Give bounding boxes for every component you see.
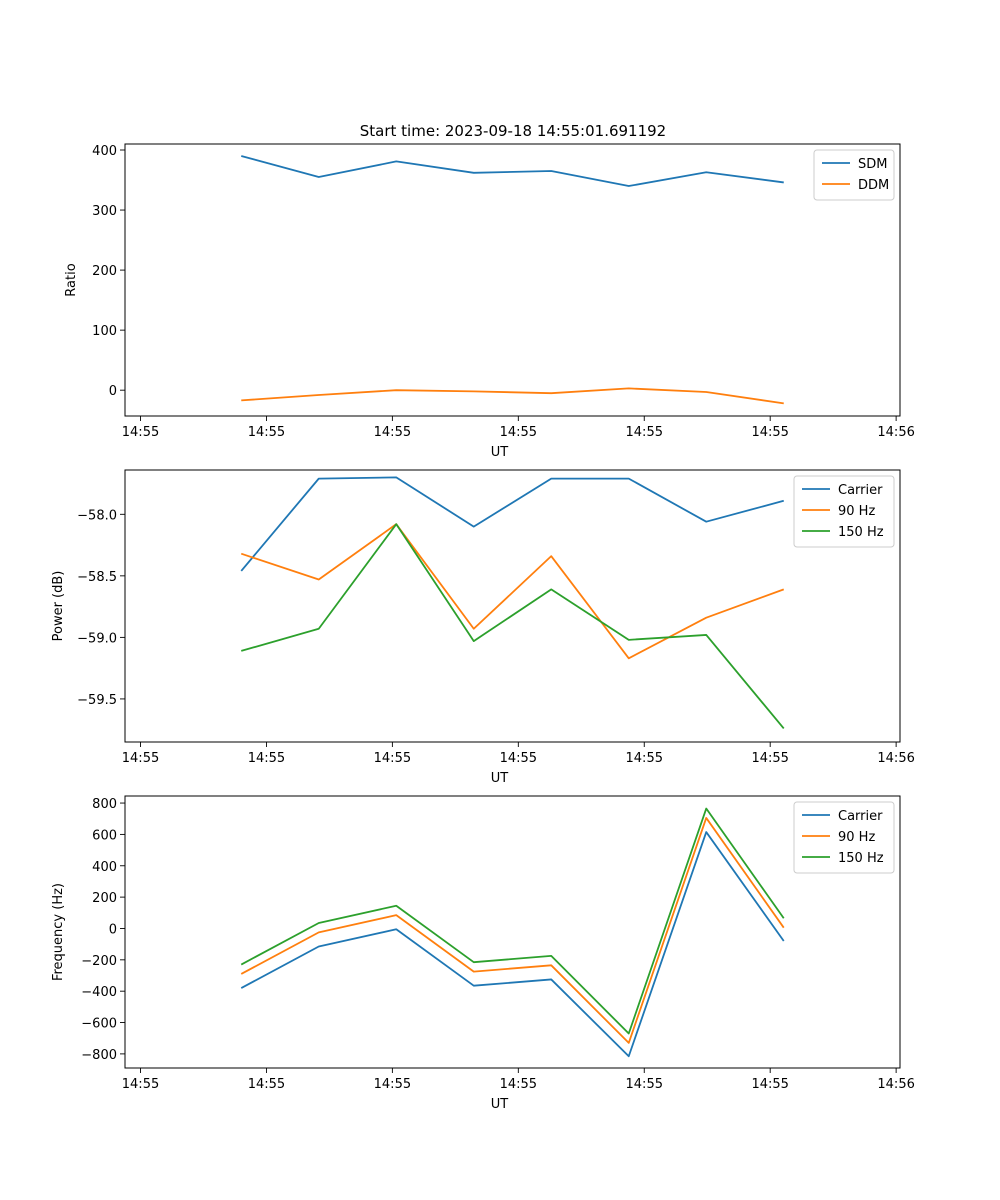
x-axis-label: UT — [491, 1097, 509, 1112]
x-tick-label: 14:55 — [751, 1077, 788, 1092]
y-tick-label: −59.5 — [77, 693, 117, 708]
axes-frame — [124, 469, 901, 743]
legend-label: 150 Hz — [838, 851, 884, 866]
y-tick-label: 200 — [92, 891, 117, 906]
x-tick-label: 14:55 — [500, 751, 537, 766]
y-axis-label: Frequency (Hz) — [51, 883, 66, 981]
y-tick-label: −600 — [81, 1017, 117, 1032]
y-tick-label: 800 — [92, 797, 117, 812]
legend: Carrier 90 Hz 150 Hz — [793, 801, 895, 874]
x-tick-label: 14:55 — [626, 751, 663, 766]
y-tick-label: 200 — [92, 264, 117, 279]
x-tick-label: 14:55 — [500, 1077, 537, 1092]
legend-box — [793, 475, 895, 548]
legend-label: 90 Hz — [838, 830, 875, 845]
plot-area — [125, 144, 900, 416]
series-line-sdm — [241, 155, 784, 187]
x-tick-label: 14:56 — [877, 1077, 914, 1092]
y-tick-label: −58.0 — [77, 508, 117, 523]
x-tick-label: 14:55 — [626, 1077, 663, 1092]
legend-label: DDM — [858, 178, 889, 193]
y-axis-label: Ratio — [64, 263, 79, 296]
y-tick-label: 0 — [109, 384, 117, 399]
y-tick-label: −400 — [81, 985, 117, 1000]
x-axis-label: UT — [491, 771, 509, 786]
series-line-carrier — [240, 831, 785, 1058]
x-tick-label: 14:55 — [122, 751, 159, 766]
legend-label: 150 Hz — [838, 525, 884, 540]
legend-label: Carrier — [838, 483, 883, 498]
y-tick-label: −58.5 — [77, 570, 117, 585]
y-axis-label: Power (dB) — [51, 571, 66, 642]
y-tick-label: −200 — [81, 954, 117, 969]
x-tick-label: 14:55 — [374, 751, 411, 766]
axes-frame — [124, 143, 901, 417]
legend-box — [793, 801, 895, 874]
x-tick-label: 14:55 — [374, 425, 411, 440]
legend-label: SDM — [858, 157, 887, 172]
series-line-90-hz — [240, 523, 785, 660]
y-tick-label: 400 — [92, 144, 117, 159]
chart-panel-2: 14:55 14:55 14:55 14:55 14:55 14:55 14:56 −58.0… — [51, 469, 915, 786]
y-tick-label: 300 — [92, 204, 117, 219]
series-line-150-hz — [240, 807, 785, 1035]
y-tick-label: −800 — [81, 1048, 117, 1063]
series-line-150-hz — [241, 523, 785, 730]
legend-label: Carrier — [838, 809, 883, 824]
x-tick-label: 14:55 — [248, 1077, 285, 1092]
x-tick-label: 14:55 — [626, 425, 663, 440]
y-tick-label: −59.0 — [77, 631, 117, 646]
y-tick-label: 0 — [109, 922, 117, 937]
series-line-ddm — [241, 387, 784, 405]
x-tick-label: 14:55 — [248, 751, 285, 766]
x-tick-label: 14:55 — [751, 425, 788, 440]
x-tick-label: 14:55 — [248, 425, 285, 440]
series-line-90-hz — [240, 817, 785, 1044]
figure-title: Start time: 2023-09-18 14:55:01.691192 — [360, 122, 666, 140]
legend-label: 90 Hz — [838, 504, 875, 519]
x-tick-label: 14:56 — [877, 751, 914, 766]
axes-frame — [124, 795, 901, 1069]
y-tick-label: 600 — [92, 828, 117, 843]
legend: SDM DDM — [813, 149, 895, 201]
x-tick-label: 14:56 — [877, 425, 914, 440]
x-tick-label: 14:55 — [122, 1077, 159, 1092]
chart-panel-3: 14:55 14:55 14:55 14:55 14:55 14:55 14:56 800 60… — [51, 795, 915, 1112]
y-tick-label: 100 — [92, 324, 117, 339]
plot-area — [125, 796, 900, 1068]
x-tick-label: 14:55 — [751, 751, 788, 766]
x-tick-label: 14:55 — [122, 425, 159, 440]
plots-container: 14:55 14:55 14:55 14:55 14:55 14:55 14:56 0 100 2… — [51, 143, 915, 1112]
x-tick-label: 14:55 — [374, 1077, 411, 1092]
y-tick-label: 400 — [92, 860, 117, 875]
legend: Carrier 90 Hz 150 Hz — [793, 475, 895, 548]
x-tick-label: 14:55 — [500, 425, 537, 440]
plot-area — [125, 470, 900, 742]
series-line-carrier — [240, 476, 784, 572]
x-axis-label: UT — [491, 445, 509, 460]
chart-panel-1: 14:55 14:55 14:55 14:55 14:55 14:55 14:56 0 100 2… — [64, 143, 915, 460]
